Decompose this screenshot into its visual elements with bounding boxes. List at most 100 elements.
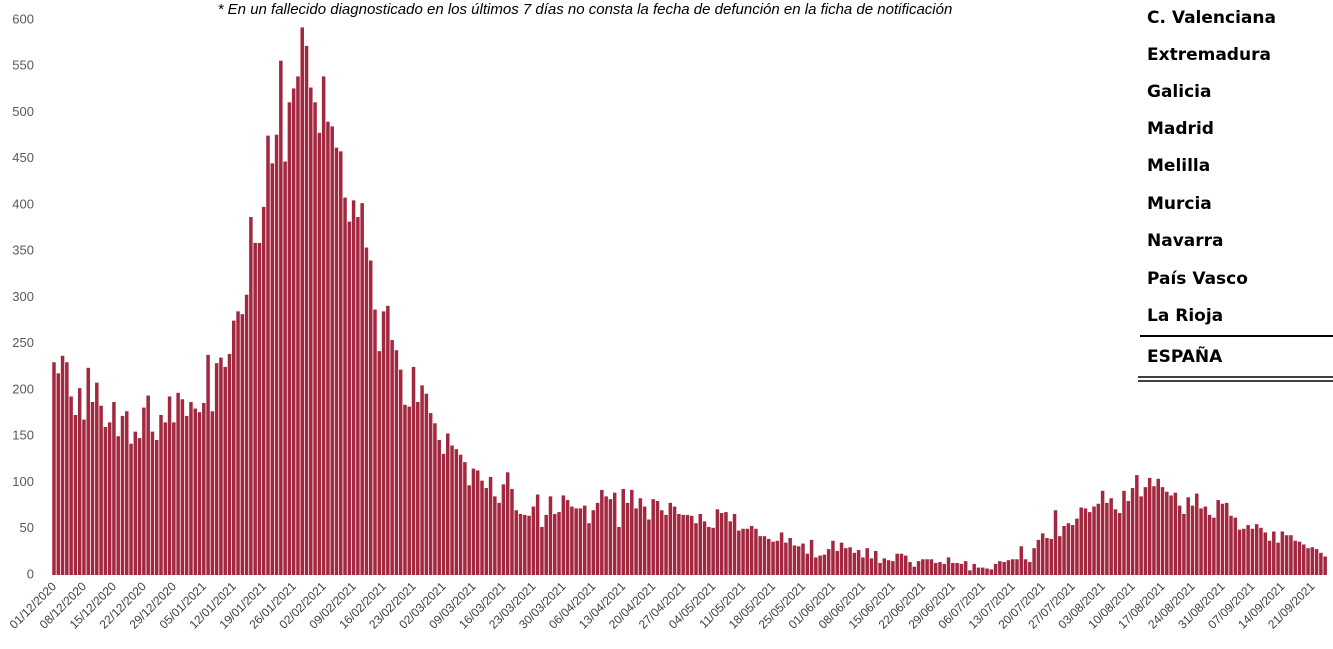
y-tick-label: 100 <box>12 474 34 489</box>
bar <box>951 562 955 575</box>
y-tick-label: 350 <box>12 243 34 258</box>
bar <box>989 569 994 575</box>
bar <box>1126 501 1131 575</box>
bar <box>685 514 690 575</box>
bar <box>600 489 604 575</box>
y-tick-label: 600 <box>12 11 34 26</box>
bar <box>1079 507 1083 575</box>
bar <box>240 314 245 575</box>
bar <box>172 422 176 575</box>
bar <box>283 161 287 575</box>
bar <box>1019 546 1024 575</box>
bar <box>133 431 138 575</box>
y-tick-label: 550 <box>12 58 34 73</box>
bar <box>1075 518 1079 575</box>
bar <box>587 523 591 575</box>
bar <box>1023 559 1028 575</box>
bar <box>617 526 621 575</box>
bar <box>1280 531 1285 575</box>
bar <box>1058 536 1062 575</box>
bar <box>1267 540 1272 575</box>
bar <box>741 528 745 575</box>
bar <box>788 538 792 575</box>
bar <box>553 513 557 575</box>
bar <box>835 550 839 575</box>
bar <box>377 351 382 575</box>
bar <box>1015 559 1019 575</box>
bar <box>321 76 326 576</box>
bar <box>702 521 707 575</box>
bar <box>1212 517 1216 575</box>
bar <box>227 353 232 575</box>
bar <box>1224 502 1229 575</box>
bar <box>672 506 677 575</box>
bar <box>1289 535 1293 575</box>
bar <box>801 543 805 575</box>
bar <box>1100 490 1105 575</box>
bar <box>1053 510 1058 575</box>
bar <box>959 563 964 575</box>
bar <box>249 217 253 575</box>
bar <box>852 552 857 575</box>
bar <box>1229 515 1233 575</box>
bar <box>1040 533 1045 575</box>
bar <box>625 502 630 575</box>
table-row: País Vasco <box>1147 269 1248 289</box>
bar <box>1220 503 1225 575</box>
bar <box>176 392 180 575</box>
bar <box>856 550 861 575</box>
bar <box>1049 538 1053 575</box>
bar <box>891 561 895 575</box>
bar <box>784 542 788 575</box>
bar <box>296 76 300 576</box>
table-row: La Rioja <box>1147 306 1223 326</box>
bar <box>745 528 750 575</box>
bar <box>351 200 356 575</box>
bar <box>69 396 73 575</box>
bar <box>510 488 514 575</box>
bar <box>146 395 150 575</box>
bar <box>488 476 493 575</box>
bar <box>390 340 394 575</box>
y-tick-label: 250 <box>12 335 34 350</box>
bar <box>540 526 544 575</box>
bar <box>604 496 608 575</box>
bar <box>343 197 347 575</box>
bar <box>304 45 309 575</box>
table-row: Navarra <box>1147 231 1224 251</box>
bar <box>150 431 155 575</box>
bar <box>844 548 848 575</box>
bar <box>1246 525 1250 575</box>
bar <box>77 388 82 575</box>
bar <box>193 408 197 575</box>
bar <box>814 557 818 575</box>
y-tick-label: 400 <box>12 196 34 211</box>
bar <box>360 203 364 575</box>
bar <box>809 539 814 575</box>
bar <box>475 470 480 575</box>
bar <box>1088 512 1092 575</box>
bar <box>895 553 899 575</box>
bar <box>916 561 921 575</box>
bar <box>394 350 399 575</box>
bar <box>368 260 373 575</box>
bar <box>1117 513 1122 575</box>
bar <box>681 514 685 575</box>
table-total: ESPAÑA <box>1147 344 1223 367</box>
y-tick-label: 200 <box>12 381 34 396</box>
bar <box>865 548 869 575</box>
bar <box>664 514 668 575</box>
bar <box>420 385 424 575</box>
bar <box>1306 548 1310 575</box>
bar <box>270 163 275 575</box>
bar <box>972 563 976 575</box>
bar <box>570 506 574 575</box>
bar <box>707 526 711 575</box>
bar <box>715 509 720 575</box>
bar <box>180 399 185 575</box>
bar <box>848 547 852 575</box>
bar <box>214 363 219 575</box>
bar <box>805 553 810 575</box>
bar <box>73 414 78 575</box>
bar <box>437 439 441 575</box>
